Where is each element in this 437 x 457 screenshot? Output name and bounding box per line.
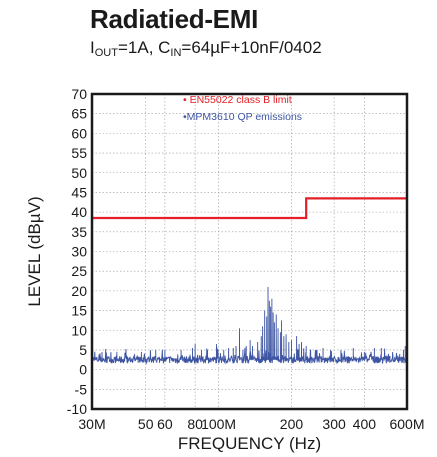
x-tick-label: 80 (187, 416, 203, 432)
y-tick-label: 5 (79, 342, 87, 358)
y-tick-label: 40 (71, 204, 87, 220)
y-tick-label: 35 (71, 224, 87, 240)
y-tick-label: 20 (71, 283, 87, 299)
y-tick-label: 65 (71, 106, 87, 122)
y-tick-label: 50 (71, 165, 87, 181)
x-tick-label: 200 (280, 416, 304, 432)
x-tick-label: 400 (353, 416, 377, 432)
y-tick-label: 0 (79, 362, 87, 378)
chart-subtitle: IOUT=1A, CIN=64µF+10nF/0402 (90, 38, 322, 59)
y-tick-label: 10 (71, 322, 87, 338)
subtitle-cin-subscript: IN (170, 47, 182, 59)
x-tick-label: 30M (78, 416, 105, 432)
subtitle-iout-value: =1A, C (117, 38, 171, 57)
subtitle-cin-value: =64µF+10nF/0402 (181, 38, 322, 57)
y-tick-label: 45 (71, 184, 87, 200)
subtitle-iout-subscript: OUT (94, 47, 118, 59)
limit-line (92, 197, 407, 220)
emissions-layer (91, 286, 408, 365)
legend-entry-emissions: •MPM3610 QP emissions (183, 111, 302, 123)
y-tick-label: 25 (71, 263, 87, 279)
y-tick-label: 70 (71, 86, 87, 102)
y-tick-label: -10 (67, 401, 87, 417)
y-tick-label: 15 (71, 303, 87, 319)
chart-title: Radiatied-EMI (90, 4, 259, 34)
x-tick-label: 300 (322, 416, 346, 432)
x-tick-label: 60 (157, 416, 173, 432)
subtitle-iout-base: I (90, 38, 95, 57)
legend-entry-limit: • EN55022 class B limit (183, 94, 292, 106)
x-axis-label: FREQUENCY (Hz) (178, 434, 321, 453)
x-tick-label: 50 (138, 416, 154, 432)
y-axis-label: LEVEL (dBµV) (25, 196, 44, 306)
plot-frame (90, 92, 409, 411)
x-tick-label: 100M (201, 416, 236, 432)
limit-line-layer (92, 197, 407, 220)
y-tick-label: 55 (71, 145, 87, 161)
y-tick-labels: -10 -5 0 5 10 15 20 25 30 35 40 45 50 55 60 65 70 (67, 86, 87, 417)
x-tick-label: 600M (389, 416, 424, 432)
legend: • EN55022 class B limit •MPM3610 QP emiss… (183, 94, 302, 123)
y-tick-label: 30 (71, 244, 87, 260)
y-tick-label: 60 (71, 125, 87, 141)
emissions-trace (91, 286, 408, 365)
y-tick-label: -5 (75, 381, 88, 397)
